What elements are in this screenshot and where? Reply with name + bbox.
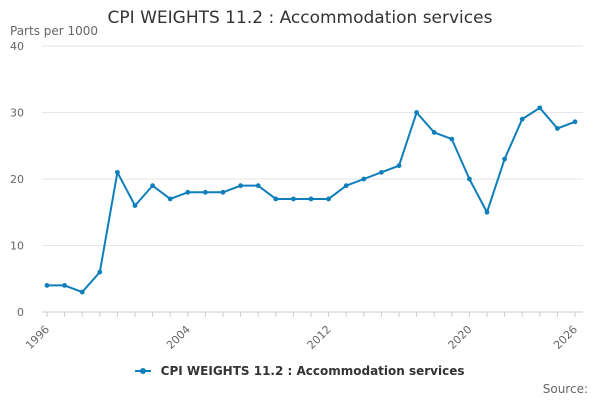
data-point[interactable]: [291, 196, 296, 202]
y-axis-label: Parts per 1000: [10, 24, 99, 38]
data-point[interactable]: [115, 169, 120, 175]
data-point[interactable]: [572, 119, 578, 125]
x-tick-label: 1996: [23, 323, 52, 352]
data-point[interactable]: [537, 105, 543, 111]
data-point[interactable]: [167, 196, 173, 202]
data-point[interactable]: [132, 203, 138, 209]
legend-swatch: [135, 367, 152, 374]
data-point[interactable]: [238, 183, 244, 189]
y-tick-label: 10: [10, 240, 24, 253]
data-point[interactable]: [502, 156, 507, 162]
data-point[interactable]: [361, 176, 367, 182]
axes: 0 10 20 30 40 1996 2004 2012 2020 2026: [10, 40, 580, 352]
data-point[interactable]: [326, 196, 331, 202]
chart-title: CPI WEIGHTS 11.2 : Accommodation service…: [107, 8, 493, 28]
data-point[interactable]: [150, 183, 156, 189]
data-point[interactable]: [273, 196, 279, 202]
y-tick-label: 20: [10, 173, 24, 186]
data-point[interactable]: [343, 183, 349, 189]
x-tick-label: 2004: [164, 323, 193, 352]
data-point[interactable]: [203, 189, 208, 195]
data-point[interactable]: [414, 110, 419, 115]
series-points: [44, 105, 578, 295]
data-point[interactable]: [220, 189, 226, 195]
x-tick-label: 2020: [446, 323, 475, 352]
legend-marker: [140, 367, 147, 374]
data-point[interactable]: [308, 196, 314, 202]
data-point[interactable]: [97, 269, 103, 275]
x-tick-label: 2012: [305, 323, 334, 352]
data-point[interactable]: [555, 126, 560, 131]
data-point[interactable]: [62, 283, 67, 288]
data-point[interactable]: [255, 183, 261, 189]
data-point[interactable]: [519, 116, 525, 122]
data-point[interactable]: [467, 176, 472, 182]
legend[interactable]: CPI WEIGHTS 11.2 : Accommodation service…: [0, 364, 600, 378]
legend-label: CPI WEIGHTS 11.2 : Accommodation service…: [160, 364, 465, 378]
data-point[interactable]: [431, 130, 437, 135]
data-point[interactable]: [396, 163, 402, 169]
x-tick-label: 2026: [551, 323, 580, 352]
grid-lines: [42, 45, 583, 313]
data-point[interactable]: [44, 283, 50, 288]
data-point[interactable]: [185, 189, 191, 195]
source-label: Source:: [542, 382, 588, 396]
y-tick-label: 40: [10, 40, 24, 53]
data-point[interactable]: [79, 289, 85, 295]
y-tick-label: 0: [17, 306, 24, 319]
data-point[interactable]: [379, 169, 384, 175]
data-point[interactable]: [449, 136, 455, 142]
y-tick-label: 30: [10, 107, 24, 120]
data-point[interactable]: [484, 209, 490, 215]
